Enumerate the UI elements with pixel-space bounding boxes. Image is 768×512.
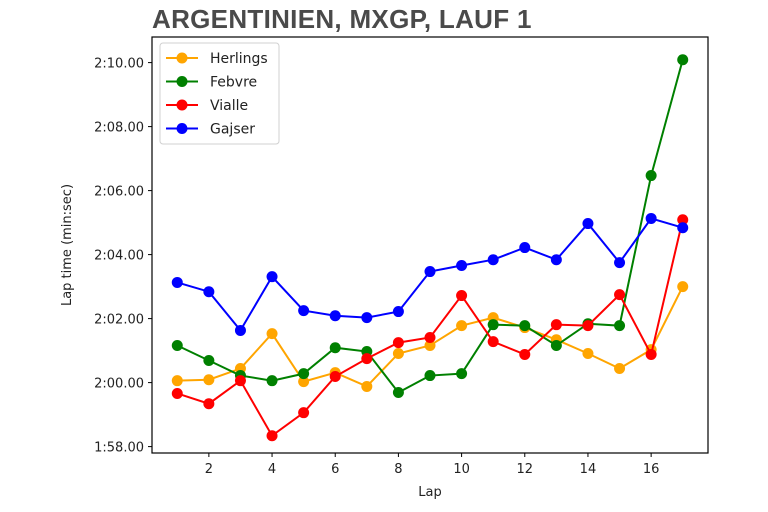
data-point bbox=[582, 347, 594, 359]
data-point bbox=[614, 289, 626, 301]
data-point bbox=[361, 353, 373, 365]
data-point bbox=[171, 387, 183, 399]
x-tick-label: 16 bbox=[643, 462, 660, 477]
legend-item-febvre: Febvre bbox=[166, 75, 257, 91]
data-point bbox=[550, 254, 562, 266]
x-tick-label: 14 bbox=[580, 462, 597, 477]
data-point bbox=[266, 328, 278, 340]
legend-label: Gajser bbox=[210, 122, 255, 138]
data-point bbox=[329, 371, 341, 383]
x-axis-label: Lap bbox=[418, 485, 441, 500]
data-point bbox=[582, 320, 594, 332]
data-point bbox=[677, 214, 689, 226]
data-point bbox=[550, 339, 562, 351]
x-tick-label: 8 bbox=[394, 462, 402, 477]
y-tick-label: 2:00.00 bbox=[94, 377, 144, 392]
legend-marker-icon bbox=[176, 76, 188, 87]
legend-item-herlings: Herlings bbox=[166, 51, 268, 67]
data-point bbox=[424, 266, 436, 278]
data-point bbox=[298, 407, 310, 419]
x-tick-label: 6 bbox=[331, 462, 339, 477]
data-point bbox=[614, 320, 626, 332]
series-gajser bbox=[171, 212, 689, 336]
data-point bbox=[582, 218, 594, 230]
legend-marker-icon bbox=[176, 99, 188, 111]
data-point bbox=[487, 319, 499, 331]
data-point bbox=[677, 222, 689, 234]
data-point bbox=[392, 347, 404, 359]
data-point bbox=[456, 368, 468, 380]
data-point bbox=[487, 336, 499, 348]
legend-marker-icon bbox=[176, 123, 188, 134]
data-point bbox=[298, 305, 310, 317]
x-tick-label: 10 bbox=[453, 462, 470, 477]
plot-frame bbox=[151, 36, 709, 454]
data-point bbox=[203, 398, 215, 410]
y-tick-label: 2:04.00 bbox=[94, 249, 144, 264]
data-point bbox=[392, 337, 404, 349]
legend-item-gajser: Gajser bbox=[166, 122, 255, 138]
y-axis: 1:58.00 2:00.00 2:02.00 2:04.00 2:06.00 2:08.… bbox=[94, 57, 152, 456]
data-point bbox=[614, 363, 626, 375]
y-tick-label: 2:10.00 bbox=[94, 57, 144, 72]
series-vialle bbox=[171, 214, 689, 442]
data-point bbox=[550, 319, 562, 331]
legend-label: Febvre bbox=[210, 75, 257, 91]
data-point bbox=[361, 312, 373, 324]
x-axis: 2 4 6 8 10 12 14 16 bbox=[205, 453, 660, 477]
data-point bbox=[171, 375, 183, 387]
data-point bbox=[645, 348, 657, 360]
data-point bbox=[456, 320, 468, 332]
data-point bbox=[298, 368, 310, 380]
chart-title: ARGENTINIEN, MXGP, LAUF 1 bbox=[152, 4, 532, 34]
data-point bbox=[614, 257, 626, 269]
data-point bbox=[329, 342, 341, 354]
y-axis-label: Lap time (min:sec) bbox=[60, 184, 75, 306]
data-point bbox=[234, 375, 246, 387]
data-point bbox=[424, 331, 436, 343]
data-point bbox=[203, 374, 215, 386]
series-layer bbox=[171, 54, 689, 442]
data-point bbox=[361, 380, 373, 392]
data-point bbox=[424, 339, 436, 351]
data-point bbox=[645, 170, 657, 182]
data-point bbox=[456, 259, 468, 271]
data-point bbox=[519, 348, 531, 360]
legend-marker-icon bbox=[176, 52, 188, 64]
legend-item-vialle: Vialle bbox=[166, 98, 248, 114]
data-point bbox=[392, 387, 404, 399]
data-point bbox=[519, 320, 531, 332]
legend: Herlings Febvre Vialle Gajser bbox=[159, 42, 280, 145]
data-point bbox=[298, 376, 310, 388]
data-point bbox=[171, 339, 183, 351]
y-tick-label: 1:58.00 bbox=[94, 441, 144, 456]
data-point bbox=[203, 355, 215, 367]
legend-label: Vialle bbox=[210, 98, 248, 114]
x-tick-label: 12 bbox=[516, 462, 533, 477]
legend-box bbox=[159, 42, 280, 145]
data-point bbox=[203, 286, 215, 298]
data-point bbox=[456, 290, 468, 302]
y-tick-label: 2:06.00 bbox=[94, 185, 144, 200]
data-point bbox=[266, 430, 278, 442]
y-tick-label: 2:08.00 bbox=[94, 121, 144, 136]
data-point bbox=[329, 310, 341, 322]
data-point bbox=[677, 281, 689, 293]
data-point bbox=[392, 306, 404, 318]
data-point bbox=[234, 324, 246, 336]
legend-label: Herlings bbox=[210, 51, 268, 67]
data-point bbox=[424, 370, 436, 382]
y-tick-label: 2:02.00 bbox=[94, 313, 144, 328]
data-point bbox=[487, 254, 499, 266]
data-point bbox=[266, 271, 278, 283]
series-line bbox=[176, 219, 684, 438]
data-point bbox=[519, 242, 531, 254]
data-point bbox=[266, 375, 278, 387]
data-point bbox=[171, 276, 183, 288]
x-tick-label: 2 bbox=[205, 462, 213, 477]
x-tick-label: 4 bbox=[268, 462, 276, 477]
data-point bbox=[677, 54, 689, 66]
data-point bbox=[645, 212, 657, 224]
